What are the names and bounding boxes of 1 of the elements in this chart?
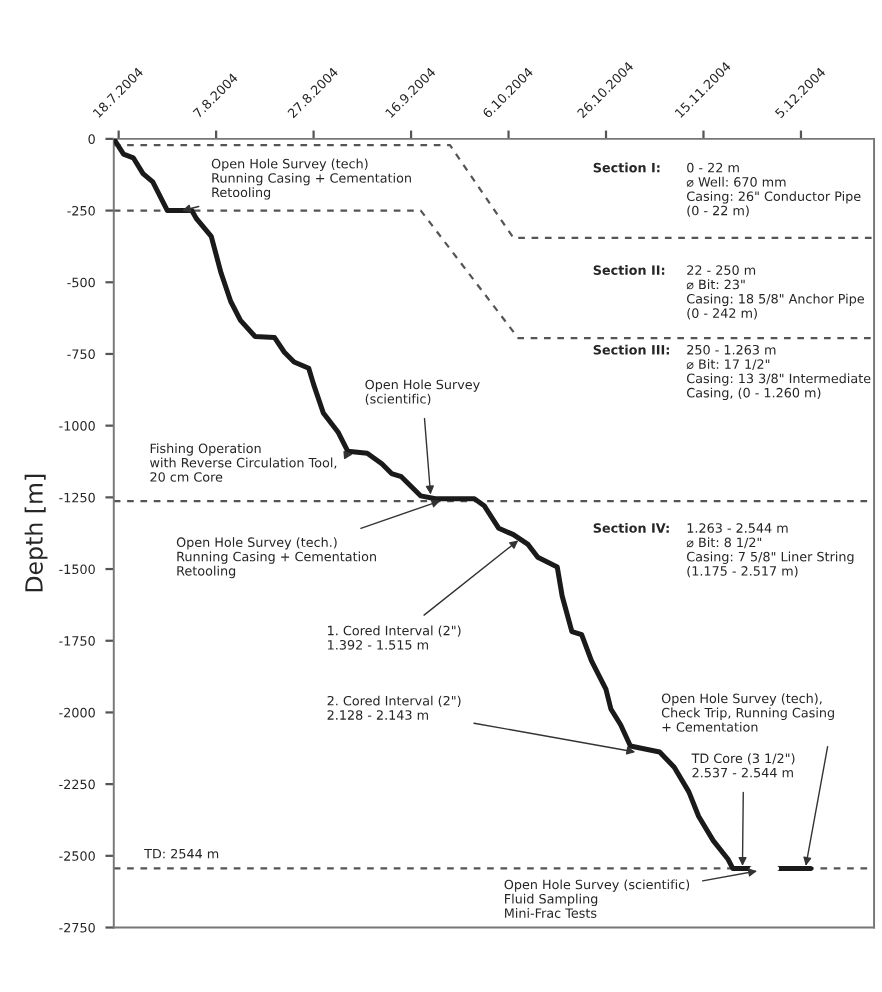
y-axis-title: Depth [m] [24,474,48,592]
